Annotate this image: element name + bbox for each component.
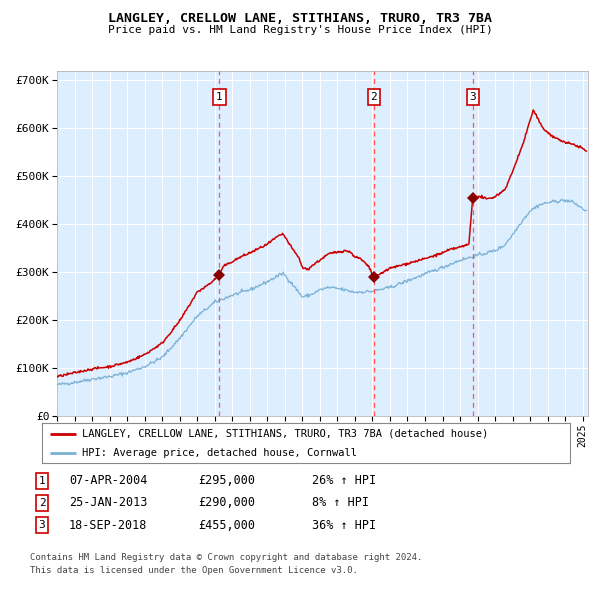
Text: Contains HM Land Registry data © Crown copyright and database right 2024.: Contains HM Land Registry data © Crown c… [30,553,422,562]
Text: 3: 3 [469,92,476,102]
Text: LANGLEY, CRELLOW LANE, STITHIANS, TRURO, TR3 7BA (detached house): LANGLEY, CRELLOW LANE, STITHIANS, TRURO,… [82,429,488,439]
Text: Price paid vs. HM Land Registry's House Price Index (HPI): Price paid vs. HM Land Registry's House … [107,25,493,35]
Text: 36% ↑ HPI: 36% ↑ HPI [312,519,376,532]
Text: This data is licensed under the Open Government Licence v3.0.: This data is licensed under the Open Gov… [30,566,358,575]
Text: 26% ↑ HPI: 26% ↑ HPI [312,474,376,487]
Text: 18-SEP-2018: 18-SEP-2018 [69,519,148,532]
Text: £455,000: £455,000 [198,519,255,532]
Text: 25-JAN-2013: 25-JAN-2013 [69,496,148,509]
Text: 2: 2 [370,92,377,102]
Text: 8% ↑ HPI: 8% ↑ HPI [312,496,369,509]
Text: 3: 3 [38,520,46,530]
Text: £290,000: £290,000 [198,496,255,509]
Text: 2: 2 [38,498,46,507]
Text: HPI: Average price, detached house, Cornwall: HPI: Average price, detached house, Corn… [82,448,356,458]
Text: £295,000: £295,000 [198,474,255,487]
Text: 1: 1 [38,476,46,486]
Text: 07-APR-2004: 07-APR-2004 [69,474,148,487]
Text: LANGLEY, CRELLOW LANE, STITHIANS, TRURO, TR3 7BA: LANGLEY, CRELLOW LANE, STITHIANS, TRURO,… [108,12,492,25]
Text: 1: 1 [216,92,223,102]
